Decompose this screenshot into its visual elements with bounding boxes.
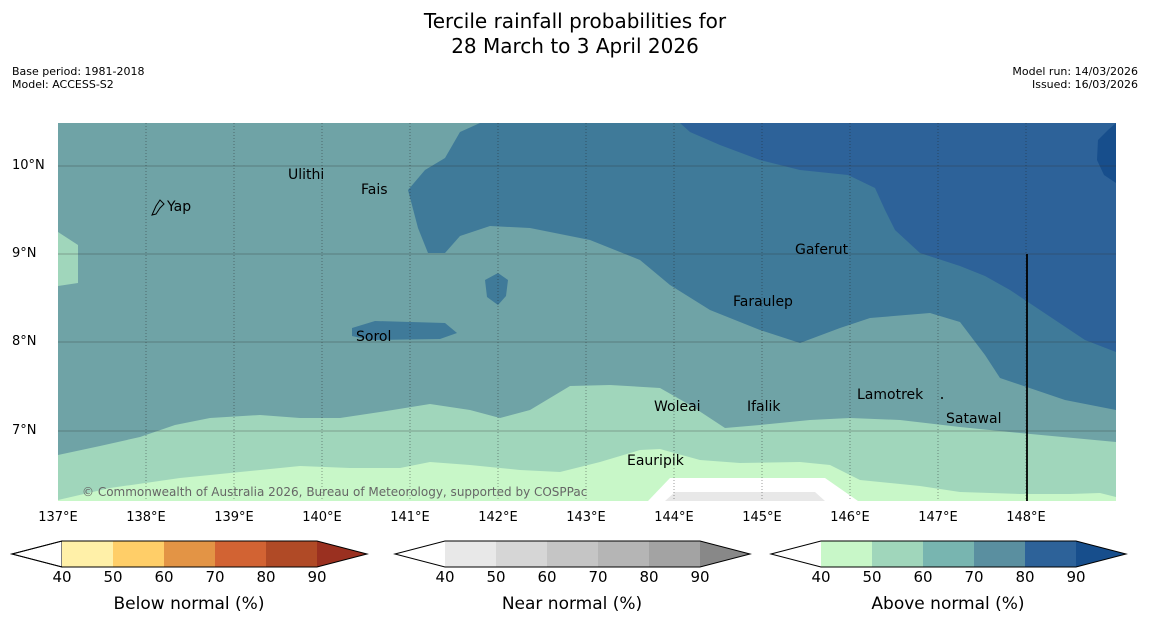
cb-near-tick: 60 xyxy=(537,568,557,586)
lon-label-146: 146°E xyxy=(830,510,870,525)
zone-left-50-60 xyxy=(58,232,78,286)
cb-above-tick: 70 xyxy=(964,568,984,586)
zone-near-normal-grey xyxy=(665,492,825,501)
lat-label-7: 7°N xyxy=(12,423,37,438)
copyright-notice: © Commonwealth of Australia 2026, Bureau… xyxy=(82,485,588,499)
zone-90 xyxy=(1097,123,1116,183)
lon-label-142: 142°E xyxy=(478,510,518,525)
cb-above-tick: 50 xyxy=(862,568,882,586)
cb-below-low-arrow xyxy=(10,540,63,568)
cb-above-seg-4 xyxy=(1025,541,1076,567)
cb-above-high-arrow xyxy=(1076,541,1126,567)
cb-near-tick: 40 xyxy=(435,568,455,586)
title-line-2: 28 March to 3 April 2026 xyxy=(451,34,699,58)
place-lamotrek: Lamotrek xyxy=(857,387,924,403)
model-name: Model: ACCESS-S2 xyxy=(12,78,114,91)
cb-above-outline xyxy=(769,540,1128,568)
zone-80-90 xyxy=(680,123,1116,352)
colorbar-below xyxy=(10,540,369,568)
lon-label-148: 148°E xyxy=(1006,510,1046,525)
zone-40-50 xyxy=(58,449,1116,501)
lon-label-145: 145°E xyxy=(742,510,782,525)
cb-above-seg-3 xyxy=(974,541,1025,567)
cb-near-tick: 80 xyxy=(639,568,659,586)
lon-label-139: 139°E xyxy=(214,510,254,525)
cb-below-seg-4 xyxy=(266,541,317,567)
cb-below-tick: 60 xyxy=(154,568,174,586)
place-ulithi: Ulithi xyxy=(288,167,325,183)
base-period: Base period: 1981-2018 xyxy=(12,65,145,78)
cb-below-seg-2 xyxy=(164,541,215,567)
cb-above-seg-0 xyxy=(821,541,872,567)
gridlines-lon xyxy=(145,123,1027,501)
cb-below-high-arrow xyxy=(317,541,367,567)
cb-near-seg-3 xyxy=(598,541,649,567)
cb-below-tick: 40 xyxy=(52,568,72,586)
cb-near-seg-4 xyxy=(649,541,700,567)
cb-near-outline xyxy=(393,540,752,568)
cb-near-high-arrow xyxy=(700,541,750,567)
cb-above-label: Above normal (%) xyxy=(871,594,1025,614)
colorbar-above xyxy=(769,540,1128,568)
lon-label-137: 137°E xyxy=(38,510,78,525)
zone-blob-sorol xyxy=(352,321,457,340)
place-faraulep: Faraulep xyxy=(733,294,793,310)
lon-label-143: 143°E xyxy=(566,510,606,525)
cb-below-tick: 90 xyxy=(307,568,327,586)
colorbar-near xyxy=(393,540,752,568)
place-sorol: Sorol xyxy=(356,329,392,345)
place-yap: Yap xyxy=(167,199,192,215)
cb-below-seg-0 xyxy=(62,541,113,567)
zone-blob-mid xyxy=(485,273,508,305)
cb-near-low-arrow xyxy=(395,541,445,567)
lat-label-10: 10°N xyxy=(12,158,45,173)
title-line-1: Tercile rainfall probabilities for xyxy=(423,9,727,33)
cb-below-tick: 70 xyxy=(205,568,225,586)
lon-label-138: 138°E xyxy=(126,510,166,525)
place-ifalik: Ifalik xyxy=(747,399,781,415)
cb-above-seg-1 xyxy=(872,541,923,567)
place-fais: Fais xyxy=(361,182,388,198)
lat-label-9: 9°N xyxy=(12,246,37,261)
place-satawal: Satawal xyxy=(946,411,1002,427)
cb-below-label: Below normal (%) xyxy=(113,594,265,614)
cb-near-seg-2 xyxy=(547,541,598,567)
islet-lamotrek-east xyxy=(941,397,943,399)
cb-below-tick: 50 xyxy=(103,568,123,586)
cb-above-tick: 90 xyxy=(1066,568,1086,586)
lon-label-147: 147°E xyxy=(918,510,958,525)
issued-date: Issued: 16/03/2026 xyxy=(1031,78,1138,91)
cb-near-tick: 50 xyxy=(486,568,506,586)
cb-above-low-arrow xyxy=(771,541,821,567)
cb-near-tick: 70 xyxy=(588,568,608,586)
place-gaferut: Gaferut xyxy=(795,242,849,258)
cb-below-tick: 80 xyxy=(256,568,276,586)
cb-near-seg-0 xyxy=(445,541,496,567)
cb-near-label: Near normal (%) xyxy=(501,594,643,614)
cb-above-tick: 40 xyxy=(811,568,831,586)
cb-above-seg-2 xyxy=(923,541,974,567)
yap-island-outline xyxy=(151,199,165,216)
cb-above-tick: 60 xyxy=(913,568,933,586)
lon-label-141: 141°E xyxy=(390,510,430,525)
lat-label-8: 8°N xyxy=(12,334,37,349)
cb-near-tick: 90 xyxy=(690,568,710,586)
cb-above-tick: 80 xyxy=(1015,568,1035,586)
lon-label-144: 144°E xyxy=(654,510,694,525)
model-run: Model run: 14/03/2026 xyxy=(1012,65,1138,78)
meta-right: Model run: 14/03/2026 Issued: 16/03/2026 xyxy=(1012,65,1138,91)
meta-left: Base period: 1981-2018 Model: ACCESS-S2 xyxy=(12,65,144,91)
cb-below-seg-1 xyxy=(113,541,164,567)
place-eauripik: Eauripik xyxy=(627,453,684,469)
cb-below-outline xyxy=(10,540,369,568)
cb-below-seg-3 xyxy=(215,541,266,567)
cb-near-seg-1 xyxy=(496,541,547,567)
place-woleai: Woleai xyxy=(654,399,701,415)
lon-label-140: 140°E xyxy=(302,510,342,525)
